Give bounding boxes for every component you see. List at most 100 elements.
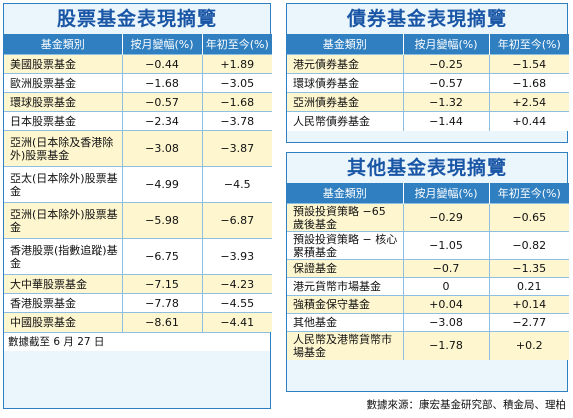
table-row: 港元債券基金 −0.25 −1.54 xyxy=(287,54,569,74)
ytd-change-cell: +1.89 xyxy=(202,54,272,74)
ytd-change-cell: −2.77 xyxy=(489,313,569,332)
fund-category-cell: 港元貨幣市場基金 xyxy=(287,277,404,296)
table-row: 環球債券基金 −0.57 −1.68 xyxy=(287,73,569,93)
table-row: 亞洲(日本除外)股票基金 −5.98 −6.87 xyxy=(4,202,272,239)
column-header-ytd: 年初至今(%) xyxy=(489,183,569,204)
bond-panel-title: 債券基金表現摘覽 xyxy=(346,8,507,30)
fund-category-cell: 香港股票(指數追蹤)基金 xyxy=(4,238,123,275)
fund-category-cell: 預設投資策略 − 核心累積基金 xyxy=(287,231,404,260)
fund-category-cell: 強積金保守基金 xyxy=(287,295,404,314)
ytd-change-cell: −0.82 xyxy=(489,231,569,260)
monthly-change-cell: −0.57 xyxy=(403,73,490,93)
fund-category-cell: 人民幣債券基金 xyxy=(287,111,404,131)
fund-category-cell: 大中華股票基金 xyxy=(4,274,123,294)
monthly-change-cell: −0.57 xyxy=(122,92,203,112)
data-date-note: 數據截至 6 月 27 日 xyxy=(4,331,270,351)
ytd-change-cell: −4.5 xyxy=(202,166,272,203)
table-header-row: 基金類別 按月變幅(%) 年初至今(%) xyxy=(287,34,569,55)
table-row: 港元貨幣市場基金 0 0.21 xyxy=(287,277,569,296)
table-row: 環球股票基金 −0.57 −1.68 xyxy=(4,92,272,112)
fund-category-cell: 其他基金 xyxy=(287,313,404,332)
fund-category-cell: 日本股票基金 xyxy=(4,111,123,131)
monthly-change-cell: +0.04 xyxy=(403,295,490,314)
other-fund-panel: 其他基金表現摘覽 基金類別 按月變幅(%) 年初至今(%) 預設投資策略 −65… xyxy=(286,152,569,392)
ytd-change-cell: −1.68 xyxy=(489,73,569,93)
monthly-change-cell: −1.68 xyxy=(122,73,203,93)
ytd-change-cell: −4.41 xyxy=(202,312,272,332)
table-row: 大中華股票基金 −7.15 −4.23 xyxy=(4,274,272,294)
fund-category-cell: 亞太(日本除外)股票基金 xyxy=(4,166,123,203)
monthly-change-cell: −0.44 xyxy=(122,54,203,74)
ytd-change-cell: −4.55 xyxy=(202,293,272,313)
table-row: 亞洲債券基金 −1.32 +2.54 xyxy=(287,92,569,112)
table-row: 預設投資策略 − 核心累積基金 −1.05 −0.82 xyxy=(287,231,569,260)
ytd-change-cell: −1.35 xyxy=(489,259,569,278)
other-fund-table: 基金類別 按月變幅(%) 年初至今(%) 預設投資策略 −65 歲後基金 −0.2… xyxy=(287,183,569,360)
stock-fund-table: 基金類別 按月變幅(%) 年初至今(%) 美國股票基金 −0.44 +1.89 歐洲股… xyxy=(4,34,272,332)
fund-category-cell: 亞洲(日本除及香港除外)股票基金 xyxy=(4,130,123,167)
table-row: 日本股票基金 −2.34 −3.78 xyxy=(4,111,272,131)
table-row: 人民幣債券基金 −1.44 +0.44 xyxy=(287,111,569,131)
fund-category-cell: 歐洲股票基金 xyxy=(4,73,123,93)
column-header-ytd: 年初至今(%) xyxy=(489,34,569,55)
stock-panel-title: 股票基金表現摘覽 xyxy=(56,8,217,30)
ytd-change-cell: −0.65 xyxy=(489,203,569,232)
column-header-monthly-change: 按月變幅(%) xyxy=(403,183,490,204)
column-header-category: 基金類別 xyxy=(4,34,123,55)
table-row: 美國股票基金 −0.44 +1.89 xyxy=(4,54,272,74)
ytd-change-cell: +2.54 xyxy=(489,92,569,112)
monthly-change-cell: −8.61 xyxy=(122,312,203,332)
monthly-change-cell: −7.15 xyxy=(122,274,203,294)
stock-fund-panel: 股票基金表現摘覽 基金類別 按月變幅(%) 年初至今(%) 美國股票基金 −0.4… xyxy=(3,3,272,409)
ytd-change-cell: −3.05 xyxy=(202,73,272,93)
fund-category-cell: 中國股票基金 xyxy=(4,312,123,332)
fund-category-cell: 環球股票基金 xyxy=(4,92,123,112)
table-row: 人民幣及港幣貨幣市場基金 −1.78 +0.2 xyxy=(287,331,569,360)
fund-category-cell: 亞洲債券基金 xyxy=(287,92,404,112)
monthly-change-cell: −1.05 xyxy=(403,231,490,260)
column-header-category: 基金類別 xyxy=(287,183,404,204)
table-row: 中國股票基金 −8.61 −4.41 xyxy=(4,312,272,332)
table-row: 亞太(日本除外)股票基金 −4.99 −4.5 xyxy=(4,166,272,203)
monthly-change-cell: −0.7 xyxy=(403,259,490,278)
fund-category-cell: 預設投資策略 −65 歲後基金 xyxy=(287,203,404,232)
bond-fund-panel: 債券基金表現摘覽 基金類別 按月變幅(%) 年初至今(%) 港元債券基金 −0.2… xyxy=(286,3,569,143)
column-header-monthly-change: 按月變幅(%) xyxy=(122,34,203,55)
fund-category-cell: 人民幣及港幣貨幣市場基金 xyxy=(287,331,404,360)
monthly-change-cell: −3.08 xyxy=(403,313,490,332)
table-row: 保證基金 −0.7 −1.35 xyxy=(287,259,569,278)
ytd-change-cell: 0.21 xyxy=(489,277,569,296)
ytd-change-cell: −3.93 xyxy=(202,238,272,275)
monthly-change-cell: −6.75 xyxy=(122,238,203,275)
table-row: 其他基金 −3.08 −2.77 xyxy=(287,313,569,332)
ytd-change-cell: −3.87 xyxy=(202,130,272,167)
ytd-change-cell: +0.44 xyxy=(489,111,569,131)
fund-category-cell: 環球債券基金 xyxy=(287,73,404,93)
monthly-change-cell: −3.08 xyxy=(122,130,203,167)
fund-category-cell: 美國股票基金 xyxy=(4,54,123,74)
fund-category-cell: 保證基金 xyxy=(287,259,404,278)
monthly-change-cell: −5.98 xyxy=(122,202,203,239)
ytd-change-cell: +0.14 xyxy=(489,295,569,314)
fund-category-cell: 香港股票基金 xyxy=(4,293,123,313)
monthly-change-cell: −1.78 xyxy=(403,331,490,360)
monthly-change-cell: −1.44 xyxy=(403,111,490,131)
bond-fund-table: 基金類別 按月變幅(%) 年初至今(%) 港元債券基金 −0.25 −1.54 環球債… xyxy=(287,34,569,131)
fund-category-cell: 亞洲(日本除外)股票基金 xyxy=(4,202,123,239)
table-row: 歐洲股票基金 −1.68 −3.05 xyxy=(4,73,272,93)
fund-category-cell: 港元債券基金 xyxy=(287,54,404,74)
monthly-change-cell: −1.32 xyxy=(403,92,490,112)
monthly-change-cell: −0.25 xyxy=(403,54,490,74)
column-header-ytd: 年初至今(%) xyxy=(202,34,272,55)
monthly-change-cell: −2.34 xyxy=(122,111,203,131)
table-row: 預設投資策略 −65 歲後基金 −0.29 −0.65 xyxy=(287,203,569,232)
ytd-change-cell: −1.68 xyxy=(202,92,272,112)
monthly-change-cell: 0 xyxy=(403,277,490,296)
ytd-change-cell: −6.87 xyxy=(202,202,272,239)
monthly-change-cell: −0.29 xyxy=(403,203,490,232)
ytd-change-cell: −4.23 xyxy=(202,274,272,294)
column-header-monthly-change: 按月變幅(%) xyxy=(403,34,490,55)
monthly-change-cell: −7.78 xyxy=(122,293,203,313)
ytd-change-cell: −1.54 xyxy=(489,54,569,74)
data-source-note: 數據來源：康宏基金研究部、積金局、理柏 xyxy=(366,399,567,411)
